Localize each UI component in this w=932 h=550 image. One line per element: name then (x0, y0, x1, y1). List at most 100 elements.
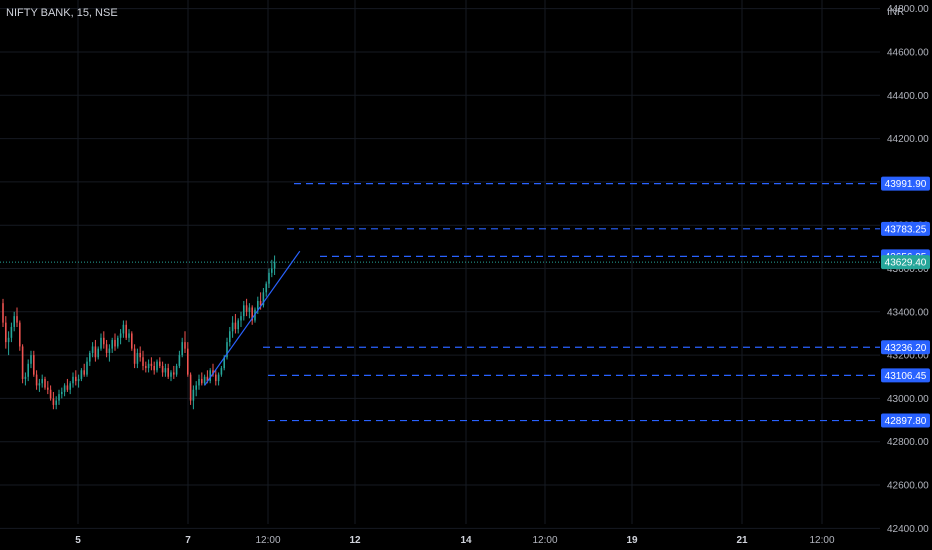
candle-body[interactable] (229, 331, 231, 343)
candle-body[interactable] (243, 305, 245, 317)
candle-body[interactable] (5, 322, 7, 343)
candle-body[interactable] (181, 342, 183, 356)
candle-body[interactable] (122, 324, 125, 334)
candle-body[interactable] (44, 378, 46, 388)
candle-body[interactable] (105, 344, 108, 353)
candle-body[interactable] (38, 383, 41, 386)
candle-body[interactable] (173, 372, 175, 375)
candle-body[interactable] (240, 316, 242, 321)
candle-body[interactable] (58, 394, 60, 401)
trendline[interactable] (204, 250, 301, 386)
candle-body[interactable] (234, 322, 237, 330)
candle-body[interactable] (262, 292, 265, 306)
candle-body[interactable] (100, 337, 102, 349)
candle-body[interactable] (86, 361, 88, 375)
candle-body[interactable] (271, 268, 273, 273)
candle-body[interactable] (217, 374, 220, 382)
candle-body[interactable] (170, 372, 172, 377)
candle-body[interactable] (265, 283, 267, 293)
candle-body[interactable] (47, 387, 49, 390)
time-axis[interactable]: 5 7 12:00 12 14 12:00 19 21 12:00 (75, 535, 835, 546)
candle-body[interactable] (136, 352, 139, 364)
candle-body[interactable] (94, 346, 97, 358)
candle-body[interactable] (245, 305, 248, 312)
candle-body[interactable] (75, 376, 77, 382)
candle-body[interactable] (156, 361, 158, 371)
candle-body[interactable] (203, 376, 206, 384)
candle-body[interactable] (80, 370, 83, 379)
candle-body[interactable] (114, 339, 116, 347)
candle-body[interactable] (63, 385, 66, 392)
candle-body[interactable] (198, 378, 200, 386)
candle-body[interactable] (111, 339, 113, 349)
candle-body[interactable] (226, 342, 228, 358)
candle-body[interactable] (117, 337, 119, 347)
candle-body[interactable] (89, 352, 91, 362)
candle-body[interactable] (161, 365, 164, 373)
candle-body[interactable] (257, 300, 259, 310)
candle-body[interactable] (178, 355, 181, 366)
candle-body[interactable] (164, 368, 167, 373)
candle-body[interactable] (189, 374, 192, 401)
candles[interactable] (2, 255, 276, 410)
candle-body[interactable] (150, 363, 153, 366)
candle-body[interactable] (192, 389, 195, 401)
candle-body[interactable] (145, 365, 147, 369)
candle-body[interactable] (91, 346, 94, 353)
candle-body[interactable] (52, 398, 55, 405)
candle-body[interactable] (139, 352, 141, 358)
candle-body[interactable] (147, 363, 150, 369)
candle-body[interactable] (119, 333, 122, 338)
candle-body[interactable] (7, 337, 10, 343)
candle-body[interactable] (2, 303, 4, 323)
candle-body[interactable] (66, 385, 69, 390)
candle-body[interactable] (220, 368, 223, 375)
candle-body[interactable] (125, 324, 127, 338)
candle-body[interactable] (27, 363, 29, 377)
candle-body[interactable] (72, 376, 74, 384)
candle-body[interactable] (30, 355, 32, 364)
candle-body[interactable] (97, 348, 99, 358)
candle-body[interactable] (41, 378, 43, 384)
candle-body[interactable] (212, 370, 214, 375)
candle-body[interactable] (13, 316, 15, 327)
candle-body[interactable] (184, 342, 186, 349)
candle-body[interactable] (55, 400, 57, 405)
candle-body[interactable] (49, 389, 52, 399)
candle-body[interactable] (16, 316, 18, 323)
candle-body[interactable] (133, 348, 136, 364)
candle-body[interactable] (248, 307, 251, 312)
candle-body[interactable] (19, 322, 21, 347)
candle-body[interactable] (209, 370, 211, 382)
candle-body[interactable] (237, 320, 239, 330)
candle-body[interactable] (231, 322, 234, 332)
candle-body[interactable] (128, 333, 130, 338)
trendline-segment[interactable] (204, 250, 301, 386)
candle-body[interactable] (142, 357, 144, 366)
candle-body[interactable] (21, 346, 24, 379)
candle-body[interactable] (33, 355, 35, 375)
candle-body[interactable] (159, 361, 161, 366)
candle-body[interactable] (187, 348, 189, 375)
candle-body[interactable] (103, 337, 105, 345)
candle-body[interactable] (69, 383, 71, 390)
candle-body[interactable] (206, 376, 209, 382)
candle-body[interactable] (167, 368, 169, 377)
candle-body[interactable] (108, 348, 111, 353)
horizontal-levels[interactable] (263, 183, 880, 422)
candle-body[interactable] (61, 391, 63, 395)
candle-body[interactable] (251, 307, 253, 321)
candle-body[interactable] (259, 300, 262, 306)
candle-body[interactable] (10, 326, 13, 338)
candle-body[interactable] (35, 374, 38, 386)
candle-body[interactable] (83, 370, 85, 375)
candle-body[interactable] (223, 357, 225, 369)
candle-body[interactable] (175, 365, 178, 375)
price-axis[interactable]: 42400.00 42600.00 42800.00 43000.00 43200.00… (887, 4, 929, 535)
candle-body[interactable] (131, 333, 133, 349)
candle-body[interactable] (195, 385, 197, 390)
candle-body[interactable] (77, 378, 80, 382)
candle-body[interactable] (215, 374, 217, 382)
candle-body[interactable] (268, 272, 270, 284)
